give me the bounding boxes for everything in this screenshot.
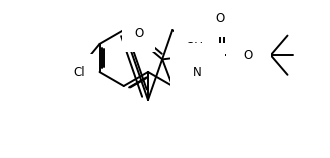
Text: Cl: Cl (73, 66, 85, 79)
Text: O: O (244, 49, 253, 62)
Text: O: O (134, 27, 144, 40)
Text: O: O (216, 12, 225, 25)
Text: OH: OH (186, 41, 204, 54)
Text: N: N (193, 67, 202, 79)
